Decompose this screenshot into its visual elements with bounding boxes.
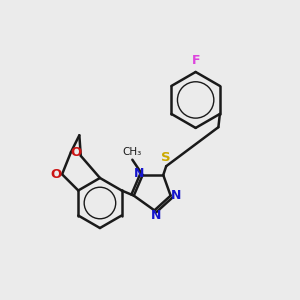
Text: F: F <box>191 54 200 67</box>
Text: O: O <box>51 168 62 181</box>
Text: N: N <box>151 209 161 222</box>
Text: N: N <box>134 167 144 180</box>
Text: O: O <box>70 146 81 159</box>
Text: CH₃: CH₃ <box>123 147 142 158</box>
Text: S: S <box>161 151 171 164</box>
Text: N: N <box>171 188 181 202</box>
